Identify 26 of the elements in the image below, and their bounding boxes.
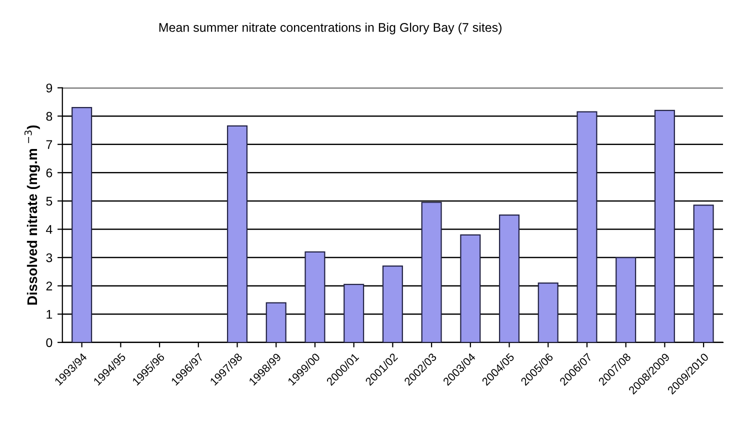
y-tick-label: 9 (46, 84, 52, 92)
bar (460, 234, 481, 342)
bar (304, 251, 326, 342)
y-tick-label: 2 (46, 282, 52, 290)
bar (498, 214, 520, 342)
y-tick-label: 5 (46, 196, 52, 206)
bar (421, 202, 442, 342)
bar (382, 265, 403, 342)
y-tick-label: 0 (46, 338, 52, 348)
bar (344, 284, 364, 342)
bar (654, 110, 675, 342)
y-axis-title: Dissolved nitrate (mg.m $^{−3}$) (24, 125, 40, 305)
bar (72, 107, 92, 342)
y-tick-label: 6 (46, 168, 52, 178)
bar (538, 282, 558, 342)
bar (226, 125, 248, 342)
bar (266, 302, 286, 342)
y-tick-label: 1 (46, 310, 52, 319)
y-tick-label: 7 (46, 140, 52, 149)
bar (616, 256, 636, 342)
chart-title: Mean summer nitrate concentrations in Big Glory Bay (7 sites) (159, 22, 502, 34)
y-tick-label: 3 (46, 253, 52, 262)
y-tick-label: 8 (46, 112, 52, 121)
bar (576, 111, 598, 342)
y-tick-label: 4 (46, 225, 52, 234)
bar (693, 204, 714, 342)
